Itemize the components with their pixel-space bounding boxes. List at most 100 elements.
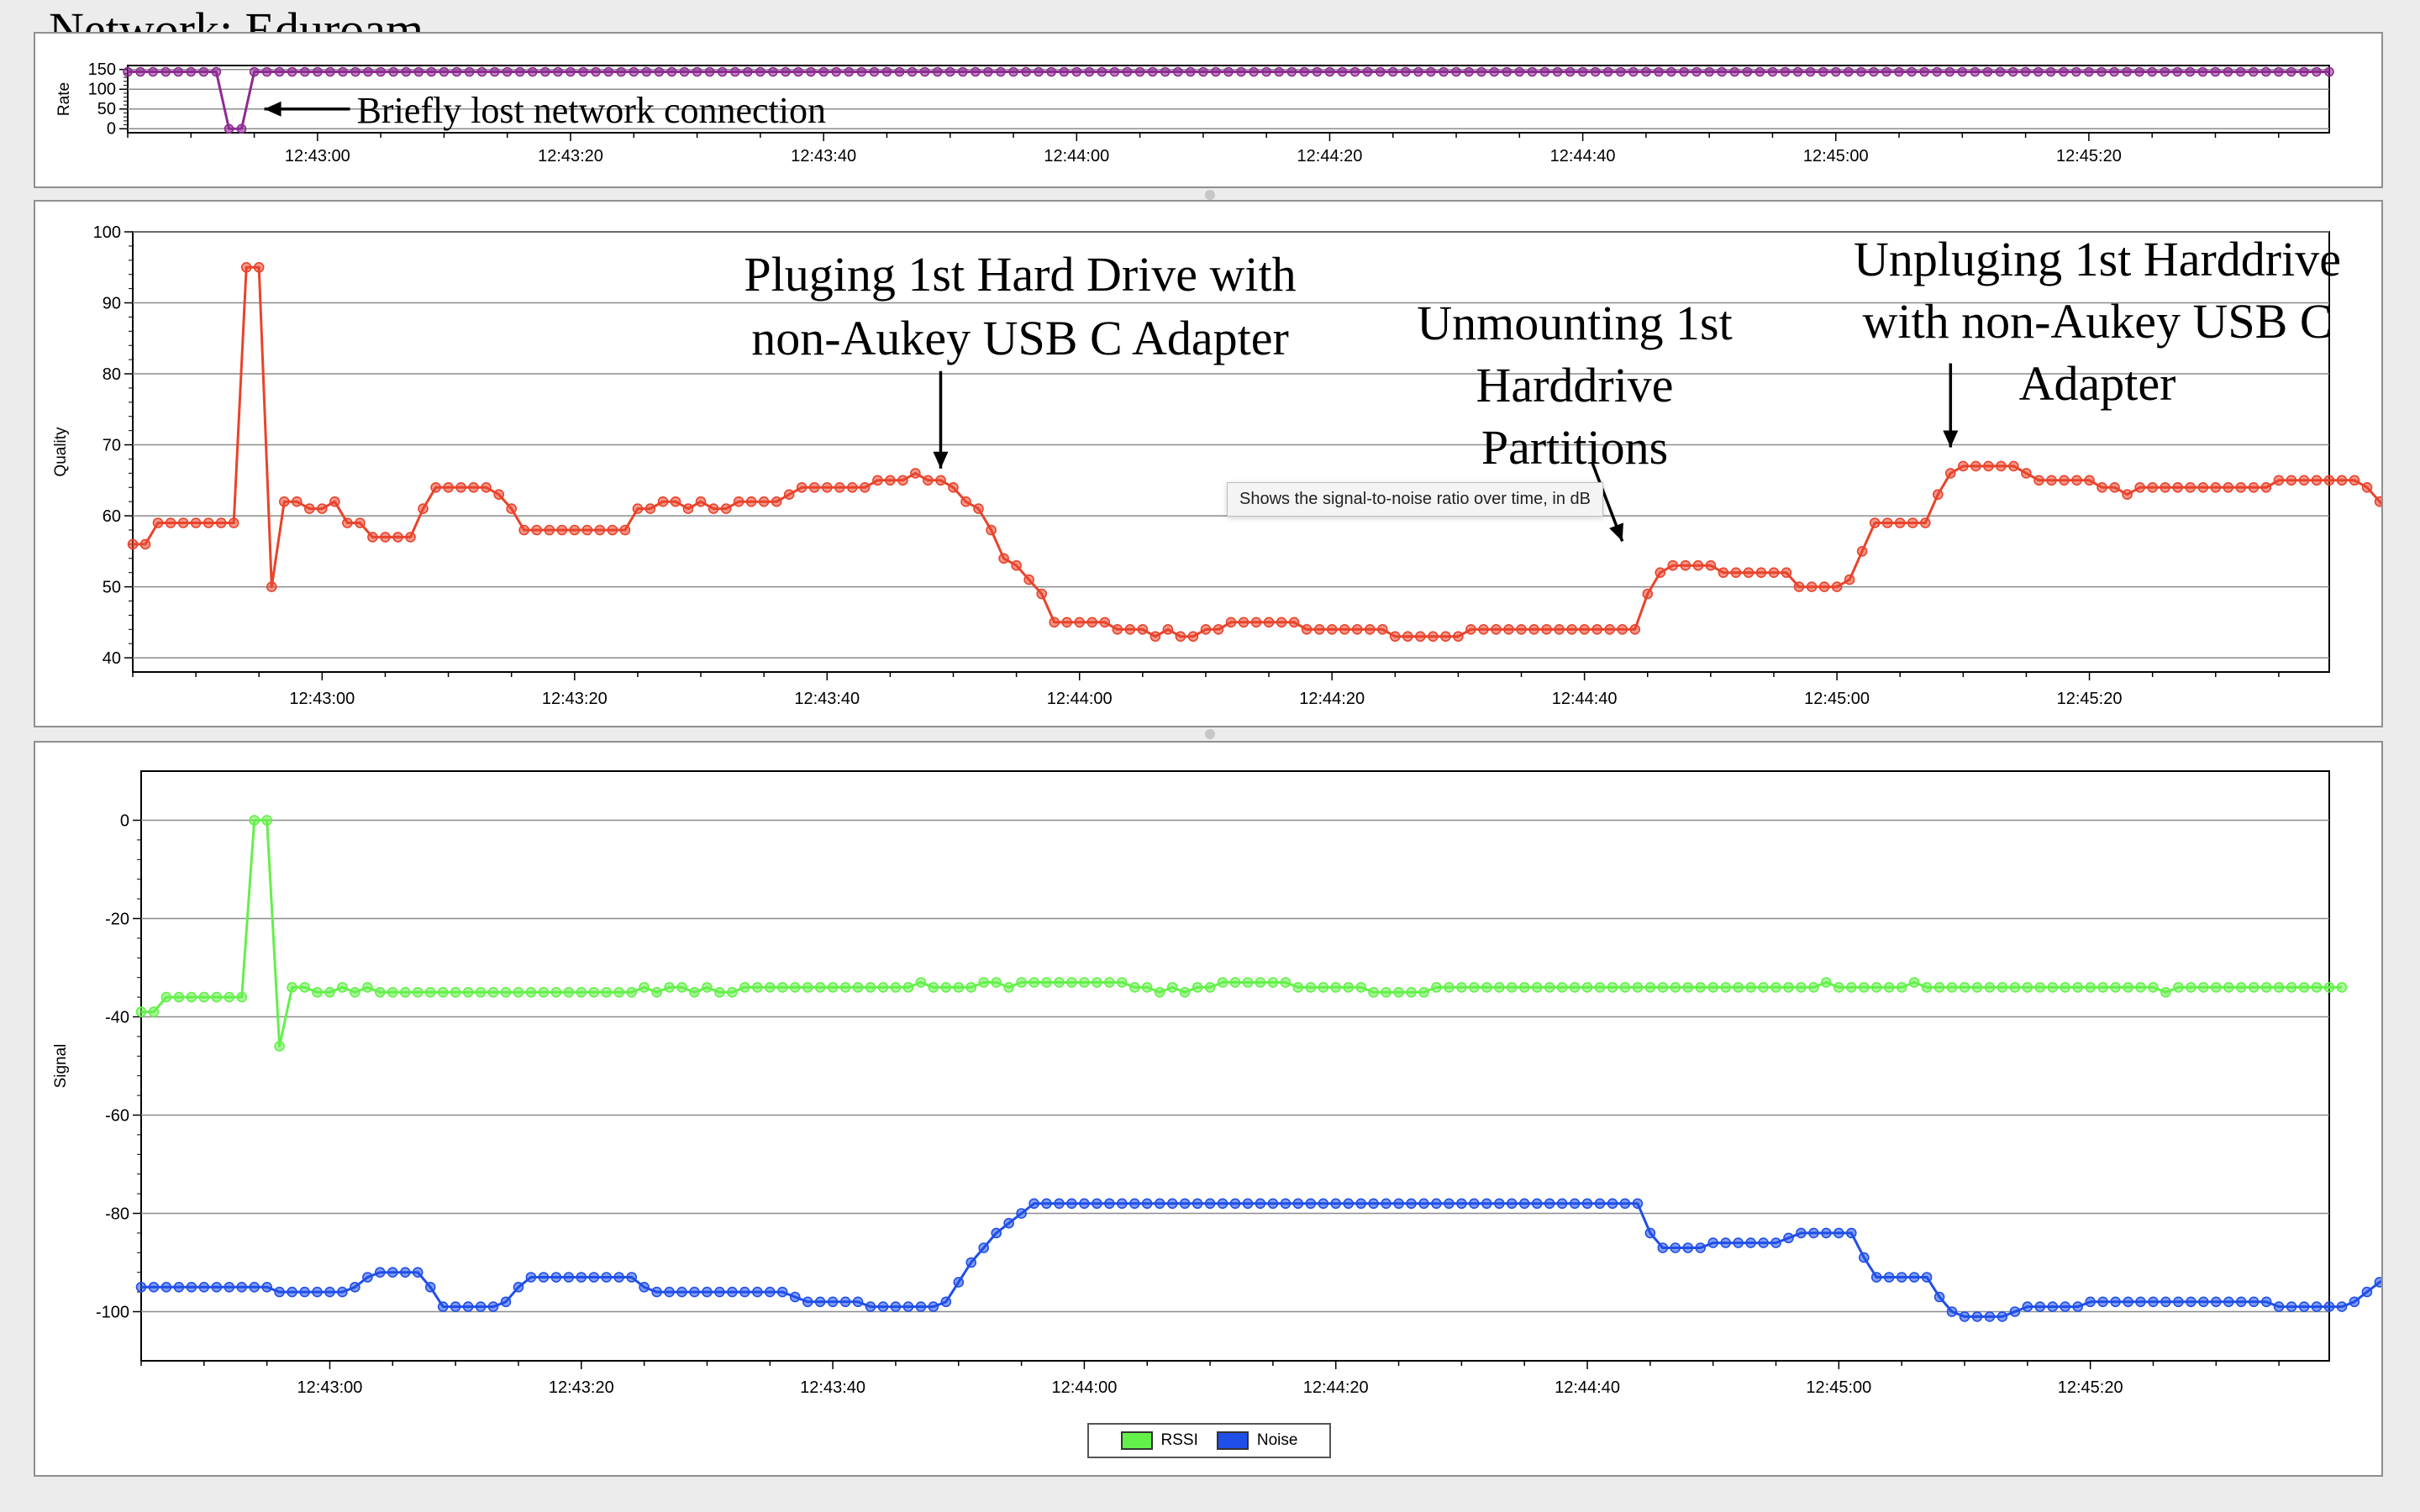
rssi-data-point bbox=[1883, 982, 1895, 993]
noise-data-point bbox=[1292, 1198, 1304, 1210]
rate-data-point bbox=[363, 66, 373, 77]
quality-data-point bbox=[1036, 588, 1047, 600]
rssi-data-point bbox=[399, 986, 411, 998]
x-tick-label: 12:44:20 bbox=[1303, 1378, 1369, 1397]
rate-data-point bbox=[2160, 66, 2170, 77]
rate-data-point bbox=[2172, 66, 2183, 77]
rssi-data-point bbox=[550, 986, 562, 998]
unplug-annotation: Unpluging 1st Harddrive bbox=[1854, 232, 2341, 286]
rssi-data-point bbox=[2148, 982, 2159, 993]
noise-data-point bbox=[1544, 1198, 1555, 1210]
quality-data-point bbox=[1390, 631, 1401, 643]
rssi-data-point bbox=[1041, 977, 1052, 988]
rssi-data-point bbox=[1707, 982, 1718, 993]
noise-data-point bbox=[1971, 1311, 1983, 1322]
quality-data-point bbox=[1920, 517, 1931, 528]
x-tick-label: 12:43:20 bbox=[538, 147, 603, 165]
rssi-data-point bbox=[198, 991, 210, 1003]
rate-data-point bbox=[1059, 66, 1070, 77]
rate-data-point bbox=[1780, 66, 1791, 77]
rssi-data-point bbox=[1192, 982, 1203, 993]
rate-data-point bbox=[768, 66, 778, 77]
quality-data-point bbox=[1049, 617, 1060, 628]
quality-data-point bbox=[1604, 623, 1615, 635]
x-tick-label: 12:43:00 bbox=[297, 1378, 363, 1397]
y-axis-title: Quality bbox=[52, 427, 70, 477]
rate-data-point bbox=[1084, 66, 1095, 77]
legend: RSSI Noise bbox=[1087, 1423, 1331, 1458]
quality-data-point bbox=[1793, 581, 1805, 592]
noise-data-point bbox=[249, 1281, 260, 1293]
rate-data-point bbox=[1147, 66, 1158, 77]
rate-data-point bbox=[844, 66, 855, 77]
plot-area bbox=[140, 770, 2330, 1362]
quality-data-point bbox=[2134, 481, 2145, 493]
noise-data-point bbox=[387, 1267, 398, 1278]
rate-data-point bbox=[1122, 66, 1133, 77]
noise-data-point bbox=[727, 1286, 738, 1298]
rssi-data-point bbox=[1581, 982, 1593, 993]
split-handle-top[interactable] bbox=[1205, 190, 1215, 200]
quality-data-point bbox=[2311, 475, 2323, 486]
quality-data-point bbox=[1781, 567, 1792, 579]
quality-data-point bbox=[380, 532, 391, 543]
noise-data-point bbox=[1343, 1198, 1354, 1210]
rate-data-point bbox=[1527, 66, 1538, 77]
rate-data-point bbox=[831, 66, 842, 77]
rssi-data-point bbox=[1154, 986, 1165, 998]
noise-data-point bbox=[1481, 1198, 1492, 1210]
noise-data-point bbox=[487, 1301, 499, 1312]
rssi-data-point bbox=[877, 982, 889, 993]
rssi-data-point bbox=[2160, 986, 2171, 998]
rssi-data-point bbox=[1770, 982, 1781, 993]
rate-data-point bbox=[236, 123, 247, 134]
quality-data-point bbox=[1970, 460, 1981, 472]
y-tick-label: 40 bbox=[103, 649, 121, 668]
split-handle-bottom[interactable] bbox=[1205, 729, 1215, 739]
rssi-data-point bbox=[236, 991, 247, 1003]
rssi-data-point bbox=[274, 1041, 285, 1052]
noise-data-point bbox=[1406, 1198, 1417, 1210]
noise-data-point bbox=[2123, 1296, 2133, 1308]
rssi-data-point bbox=[487, 986, 499, 998]
quality-data-point bbox=[355, 517, 366, 528]
rate-data-point bbox=[578, 66, 588, 77]
noise-data-point bbox=[135, 1281, 147, 1293]
noise-data-point bbox=[1908, 1272, 1920, 1283]
quality-data-point bbox=[2160, 481, 2170, 493]
rate-data-point bbox=[1539, 66, 1550, 77]
quality-data-point bbox=[2223, 481, 2234, 493]
rate-data-point bbox=[1970, 66, 1981, 77]
noise-data-point bbox=[1846, 1227, 1857, 1239]
x-tick-label: 12:43:00 bbox=[289, 690, 355, 708]
rate-data-point bbox=[1349, 66, 1360, 77]
x-tick-label: 12:43:40 bbox=[800, 1378, 865, 1397]
quality-data-point bbox=[468, 481, 479, 493]
x-tick-label: 12:43:40 bbox=[794, 690, 860, 708]
noise-data-point bbox=[2047, 1301, 2059, 1312]
quality-data-point bbox=[1213, 623, 1224, 635]
rate-data-point bbox=[1666, 66, 1676, 77]
rate-data-point bbox=[2059, 66, 2069, 77]
legend-item-rssi[interactable]: RSSI bbox=[1120, 1431, 1198, 1450]
quality-data-point bbox=[2122, 489, 2133, 501]
rate-data-point bbox=[1249, 66, 1259, 77]
rate-data-point bbox=[173, 66, 183, 77]
rssi-data-point bbox=[2198, 982, 2209, 993]
noise-data-point bbox=[1745, 1237, 1756, 1248]
quality-data-point bbox=[1768, 567, 1780, 579]
rssi-data-point bbox=[839, 982, 851, 993]
x-tick-label: 12:45:20 bbox=[2057, 690, 2123, 708]
quality-data-point bbox=[1692, 559, 1704, 571]
rssi-data-point bbox=[1028, 977, 1039, 988]
quality-data-point bbox=[329, 496, 340, 507]
quality-data-point bbox=[1415, 631, 1426, 643]
legend-item-noise[interactable]: Noise bbox=[1216, 1431, 1297, 1450]
noise-data-point bbox=[1859, 1252, 1870, 1263]
rssi-data-point bbox=[953, 982, 965, 993]
rate-data-point bbox=[211, 66, 222, 77]
quality-data-point bbox=[2008, 460, 2019, 472]
x-tick-label: 12:45:00 bbox=[1803, 147, 1869, 165]
quality-data-point bbox=[682, 503, 694, 514]
rssi-data-point bbox=[186, 991, 197, 1003]
